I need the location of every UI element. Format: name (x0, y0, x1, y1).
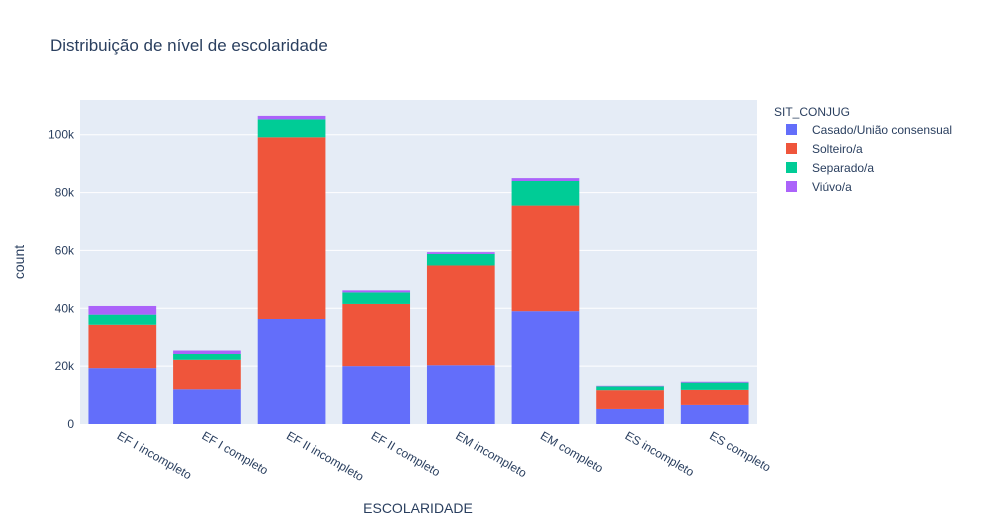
bar-segment[interactable] (511, 311, 580, 424)
bar-segment[interactable] (596, 408, 664, 424)
legend-swatch (786, 124, 797, 135)
bar-segment[interactable] (173, 353, 241, 360)
bar-segment[interactable] (342, 366, 411, 424)
bar-segment[interactable] (257, 119, 326, 138)
y-tick-label: 20k (55, 359, 75, 373)
legend-swatch (786, 181, 797, 192)
legend-label: Solteiro/a (812, 142, 863, 156)
bar-segment[interactable] (680, 382, 749, 390)
bar-segment[interactable] (680, 381, 749, 383)
legend-label: Casado/União consensual (812, 123, 952, 137)
bar-segment[interactable] (426, 365, 495, 424)
bar-segment[interactable] (426, 252, 495, 254)
bar-segment[interactable] (596, 385, 664, 387)
chart-title: Distribuição de nível de escolaridade (50, 36, 328, 55)
bar-segment[interactable] (88, 324, 157, 369)
bar-segment[interactable] (88, 368, 157, 424)
legend-item[interactable]: Solteiro/a (786, 142, 863, 156)
bar-segment[interactable] (596, 386, 664, 391)
legend-item[interactable]: Viúvo/a (786, 180, 852, 194)
y-axis-ticks: 0 20k 40k 60k 80k 100k (48, 128, 75, 431)
legend-swatch (786, 162, 797, 173)
bar-segment[interactable] (342, 290, 411, 293)
legend-item[interactable]: Separado/a (786, 161, 874, 175)
bar-segment[interactable] (88, 314, 157, 325)
y-tick-label: 100k (48, 128, 75, 142)
x-tick-label: EF I incompleto (115, 428, 194, 482)
y-tick-label: 40k (55, 301, 75, 315)
x-tick-label: EF I completo (199, 428, 270, 477)
bar-segment[interactable] (680, 389, 749, 405)
x-axis-title: ESCOLARIDADE (363, 500, 473, 516)
x-tick-label: EF II completo (369, 428, 443, 479)
legend-swatch (786, 143, 797, 154)
bar-segment[interactable] (173, 350, 241, 354)
legend-title: SIT_CONJUG (774, 105, 850, 119)
legend-items[interactable]: Casado/União consensual Solteiro/a Separad… (786, 123, 952, 194)
bar-segment[interactable] (257, 318, 326, 424)
x-tick-label: EM incompleto (453, 428, 529, 480)
bar-segment[interactable] (426, 253, 495, 266)
y-tick-label: 80k (55, 186, 75, 200)
x-tick-label: ES incompleto (623, 428, 697, 479)
bar-segment[interactable] (257, 137, 326, 319)
bar-segment[interactable] (426, 265, 495, 366)
bar-segment[interactable] (680, 404, 749, 424)
bars[interactable] (88, 115, 749, 424)
legend-label: Separado/a (812, 161, 874, 175)
x-tick-label: EF II incompleto (284, 428, 366, 484)
bar-segment[interactable] (342, 292, 411, 304)
bar-segment[interactable] (173, 389, 241, 424)
legend-label: Viúvo/a (812, 180, 852, 194)
y-tick-label: 0 (67, 417, 74, 431)
bar-segment[interactable] (596, 390, 664, 409)
bar-segment[interactable] (511, 178, 580, 181)
y-tick-label: 60k (55, 243, 75, 257)
y-axis-title: count (11, 245, 27, 279)
bar-segment[interactable] (511, 205, 580, 312)
legend[interactable]: SIT_CONJUG Casado/União consensual Soltei… (774, 105, 952, 194)
legend-item[interactable]: Casado/União consensual (786, 123, 952, 137)
x-axis-ticks: EF I incompleto EF I completo EF II incomp… (115, 428, 774, 484)
x-tick-label: EM completo (538, 428, 606, 475)
bar-segment[interactable] (511, 181, 580, 206)
bar-segment[interactable] (342, 303, 411, 367)
bar-segment[interactable] (88, 305, 157, 315)
x-tick-label: ES completo (707, 428, 773, 474)
bar-segment[interactable] (257, 115, 326, 120)
bar-segment[interactable] (173, 359, 241, 390)
